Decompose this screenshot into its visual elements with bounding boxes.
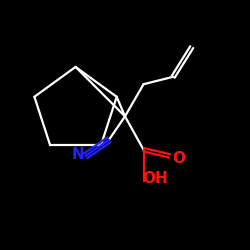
Text: N: N — [71, 147, 84, 162]
Text: O: O — [172, 151, 186, 166]
Text: OH: OH — [142, 171, 168, 186]
